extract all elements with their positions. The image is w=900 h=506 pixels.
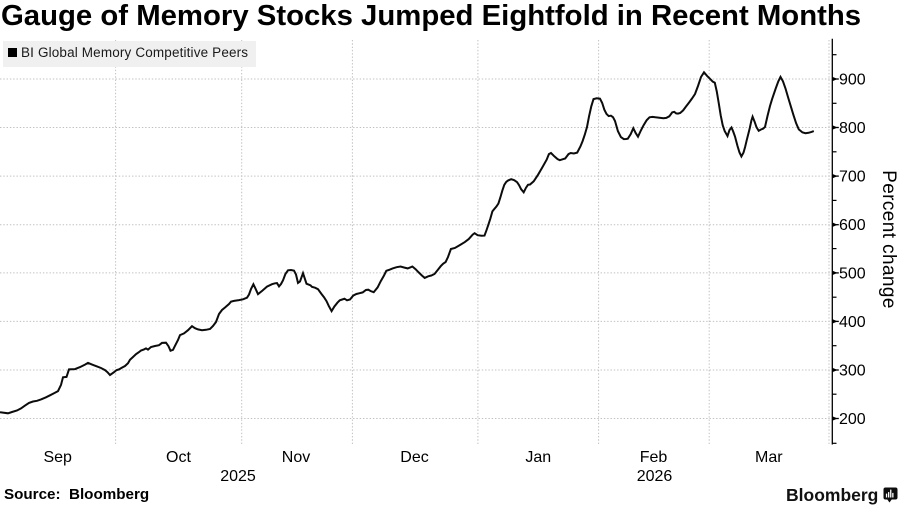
svg-text:900: 900 xyxy=(839,72,866,89)
svg-text:200: 200 xyxy=(839,411,866,428)
svg-text:Oct: Oct xyxy=(166,449,191,466)
svg-text:300: 300 xyxy=(839,363,866,380)
svg-text:800: 800 xyxy=(839,120,866,137)
svg-text:Dec: Dec xyxy=(400,449,428,466)
svg-text:700: 700 xyxy=(839,169,866,186)
svg-text:Feb: Feb xyxy=(640,449,668,466)
svg-text:Percent change: Percent change xyxy=(878,170,899,309)
svg-text:Mar: Mar xyxy=(755,449,783,466)
svg-text:Sep: Sep xyxy=(43,449,72,466)
svg-text:400: 400 xyxy=(839,314,866,331)
svg-text:500: 500 xyxy=(839,265,866,282)
svg-text:Nov: Nov xyxy=(282,449,310,466)
svg-text:600: 600 xyxy=(839,217,866,234)
svg-text:2025: 2025 xyxy=(220,468,256,485)
svg-text:Jan: Jan xyxy=(525,449,551,466)
svg-text:2026: 2026 xyxy=(637,468,673,485)
